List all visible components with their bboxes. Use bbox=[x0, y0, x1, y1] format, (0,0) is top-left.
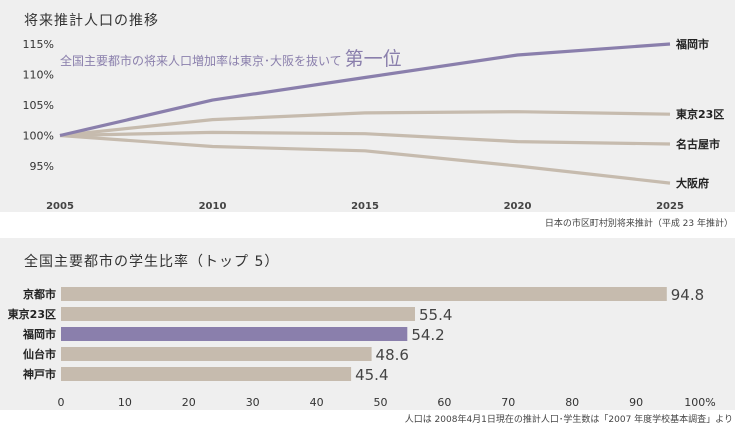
bar-x-tick-label: 20 bbox=[182, 396, 196, 409]
bar bbox=[61, 287, 667, 301]
bar-chart-source: 人口は 2008年4月1日現在の推計人口･学生数は「2007 年度学校基本調査」… bbox=[404, 415, 733, 425]
bar-x-tick-label: 0 bbox=[58, 396, 65, 409]
bar-x-tick-label: 90 bbox=[629, 396, 643, 409]
annotation-emphasis: 第一位 bbox=[345, 48, 402, 70]
x-tick-label: 2010 bbox=[199, 201, 227, 212]
series-line-2 bbox=[59, 110, 671, 138]
y-tick-label: 105% bbox=[23, 99, 54, 112]
bar-x-tick-label: 30 bbox=[246, 396, 260, 409]
bar-value-label: 45.4 bbox=[355, 366, 388, 384]
x-tick-label: 2020 bbox=[504, 201, 532, 212]
bar-x-tick-label: 50 bbox=[374, 396, 388, 409]
bar-category-label: 仙台市 bbox=[23, 347, 56, 361]
bar bbox=[61, 327, 408, 341]
bar-category-label: 神戸市 bbox=[23, 367, 56, 381]
series-line-3 bbox=[59, 130, 671, 146]
bar-x-tick-label: 60 bbox=[437, 396, 451, 409]
bar-x-tick-label: 70 bbox=[501, 396, 515, 409]
bar-x-tick-label: 40 bbox=[310, 396, 324, 409]
series-line-4 bbox=[59, 133, 671, 185]
bar bbox=[61, 307, 415, 321]
bar-value-label: 54.2 bbox=[411, 326, 444, 344]
x-tick-label: 2015 bbox=[351, 201, 379, 212]
line-chart-title: 将来推計人口の推移 bbox=[24, 13, 159, 29]
series-label: 福岡市 bbox=[675, 37, 709, 51]
series-label: 名古屋市 bbox=[676, 137, 720, 151]
series-label: 東京23区 bbox=[676, 107, 724, 121]
y-tick-label: 95% bbox=[30, 160, 54, 173]
bar-x-tick-label: 10 bbox=[118, 396, 132, 409]
annotation-text: 全国主要都市の将来人口増加率は東京･大阪を抜いて 第一位 bbox=[60, 48, 402, 70]
bar bbox=[61, 367, 352, 381]
series-label: 大阪府 bbox=[676, 176, 709, 190]
bar-category-label: 東京23区 bbox=[8, 307, 56, 321]
series-line-1 bbox=[59, 42, 671, 138]
bar-value-label: 94.8 bbox=[671, 286, 704, 304]
x-tick-label: 2005 bbox=[46, 201, 74, 212]
bar-chart-panel bbox=[0, 238, 735, 410]
bar bbox=[61, 347, 372, 361]
x-tick-label: 2025 bbox=[656, 201, 684, 212]
y-tick-label: 110% bbox=[23, 69, 54, 82]
bar-category-label: 福岡市 bbox=[22, 327, 56, 341]
y-tick-label: 115% bbox=[23, 38, 54, 51]
bar-value-label: 48.6 bbox=[376, 346, 409, 364]
bar-chart-title: 全国主要都市の学生比率（トップ 5） bbox=[24, 254, 280, 270]
bar-x-tick-label: 80 bbox=[565, 396, 579, 409]
bar-x-tick-label: 100% bbox=[684, 396, 715, 409]
y-tick-label: 100% bbox=[23, 130, 54, 143]
line-chart-source: 日本の市区町村別将来推計（平成 23 年推計） bbox=[544, 219, 733, 229]
bar-category-label: 京都市 bbox=[23, 287, 56, 301]
bar-value-label: 55.4 bbox=[419, 306, 452, 324]
